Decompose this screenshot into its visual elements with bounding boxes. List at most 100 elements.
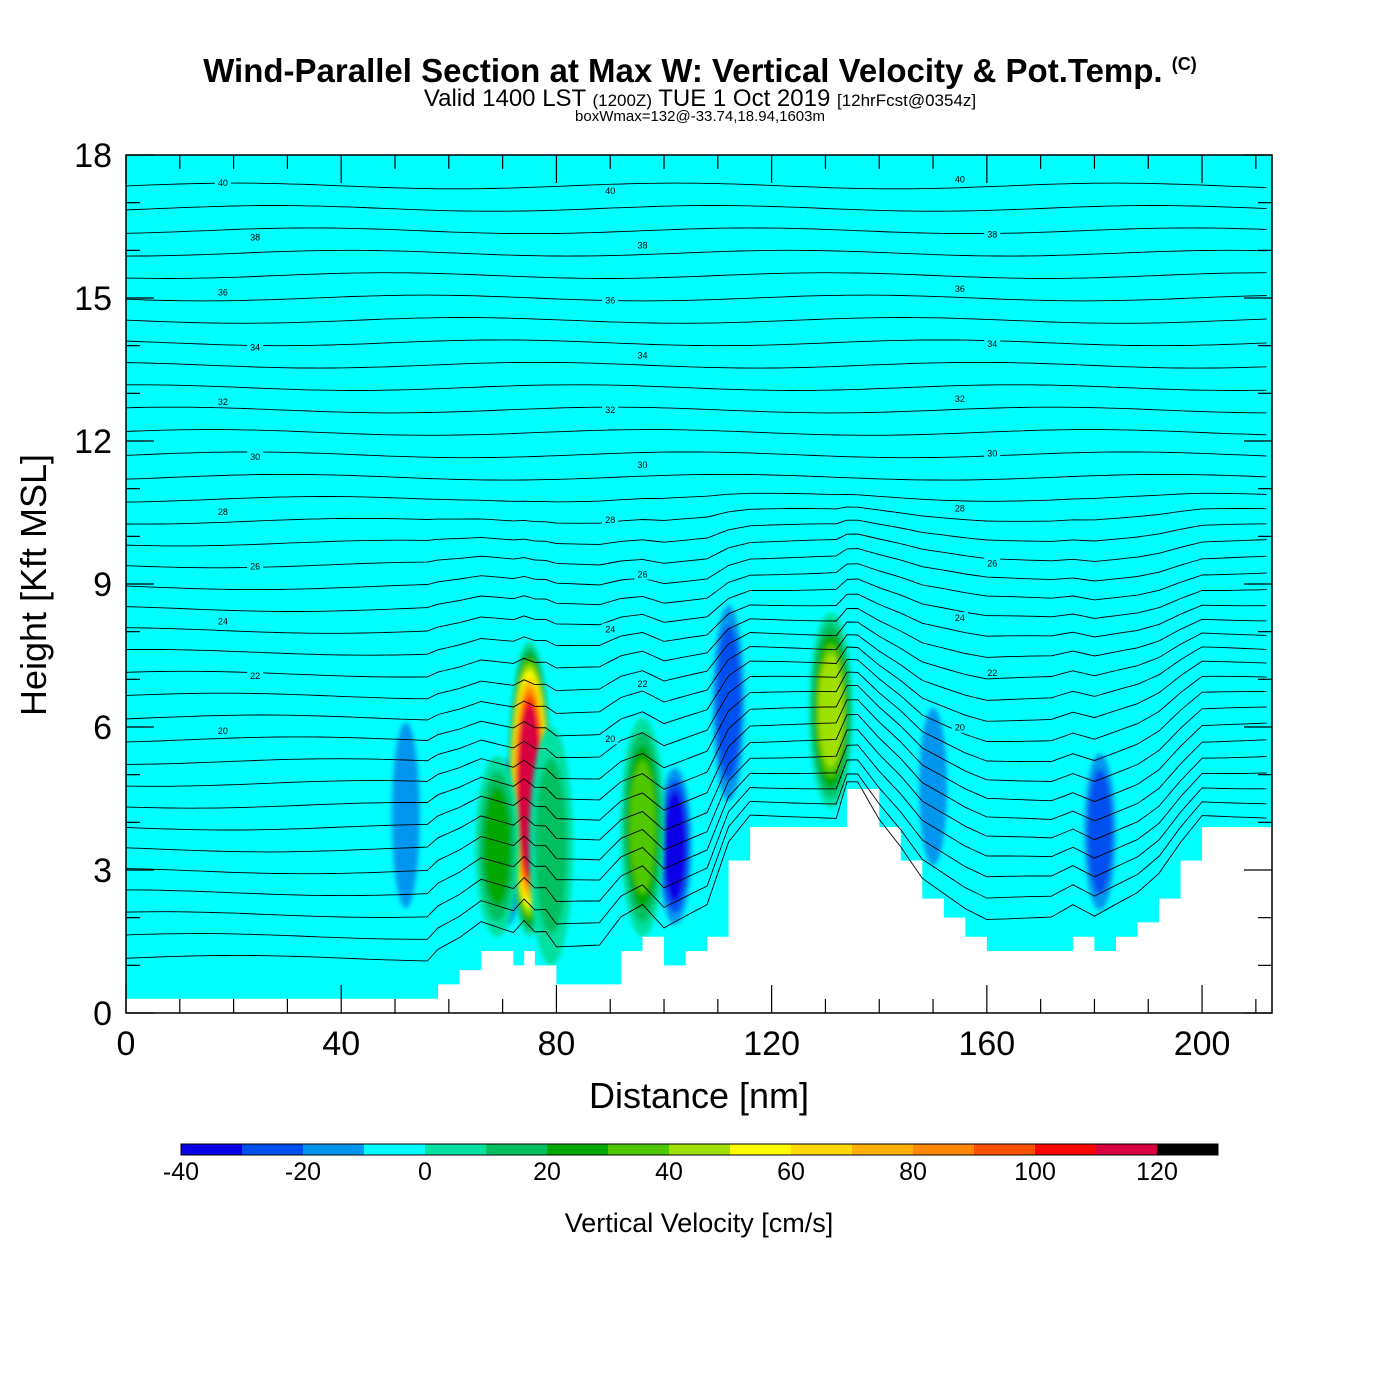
isentrope-label-bg [951, 283, 968, 295]
colorbar-swatch [669, 1144, 731, 1155]
isentrope-label-bg [602, 404, 619, 416]
downdraft-band [918, 707, 948, 866]
isentrope-label-bg [602, 184, 619, 196]
isentrope-line [126, 658, 1267, 765]
isentrope-label: 28 [218, 507, 228, 517]
colorbar-swatch [303, 1144, 365, 1155]
isentrope-label-bg [984, 447, 1001, 459]
isentrope-label: 22 [250, 671, 260, 681]
isentrope-line [126, 608, 1267, 678]
colorbar-swatch [1096, 1144, 1158, 1155]
isentrope-label-bg [984, 228, 1001, 240]
box-info: boxWmax=132@-33.74,18.94,1603m [575, 108, 825, 125]
isentrope-label: 38 [250, 233, 260, 243]
y-tick-label: 15 [74, 280, 112, 318]
isentrope-contours: 40 40 40 38 38 38 36 36 36 34 34 34 32 32 32 30 30 30 28 28… [126, 173, 1267, 962]
valid-prefix: Valid 1400 LST [423, 85, 586, 112]
isentrope-label: 24 [605, 624, 615, 634]
isentrope-line [126, 533, 1267, 569]
chart-title: Wind-Parallel Section at Max W: Vertical… [0, 52, 1400, 90]
updraft-core [475, 755, 520, 937]
colorbar-swatch [913, 1144, 975, 1155]
colorbar-frame [180, 1143, 1219, 1156]
isentrope-label: 24 [218, 616, 228, 626]
colorbar-swatch [852, 1144, 914, 1155]
isentrope-label: 26 [250, 562, 260, 572]
isentrope-label-bg [951, 173, 968, 185]
isentrope-label: 32 [955, 394, 965, 404]
y-axis-title: Height [Kft MSL] [13, 454, 54, 716]
isentrope-line [126, 621, 1267, 700]
isentrope-label-bg [951, 502, 968, 514]
isentrope-label: 28 [955, 503, 965, 513]
colorbar-swatch [791, 1144, 853, 1155]
isentrope-label-bg [247, 450, 264, 462]
isentrope-label-bg [247, 341, 264, 353]
terrain-layer [126, 788, 1272, 1013]
colorbar-swatch [730, 1144, 792, 1155]
isentrope-line [126, 646, 1267, 743]
isentrope-label-bg [634, 458, 651, 470]
x-axis-title: Distance [nm] [589, 1075, 809, 1116]
isentrope-label-bg [214, 396, 231, 408]
y-tick-label: 0 [93, 995, 112, 1033]
y-tick-label: 3 [93, 852, 112, 890]
isentrope-label: 30 [987, 449, 997, 459]
y-tick-label: 12 [74, 423, 112, 461]
isentrope-line [126, 294, 1267, 302]
isentrope-label-bg [984, 666, 1001, 678]
isentrope-line [126, 563, 1267, 612]
isentrope-label-bg [602, 513, 619, 525]
colorbar-tick-label: 0 [418, 1158, 432, 1186]
x-tick-label: 160 [958, 1025, 1015, 1063]
colorbar-tick-label: -20 [285, 1158, 321, 1186]
isentrope-line [126, 406, 1267, 414]
isentrope-label-bg [634, 568, 651, 580]
colorbar-swatch [486, 1144, 548, 1155]
updraft-band [818, 653, 843, 768]
updraft-band [483, 786, 512, 906]
isentrope-line [126, 205, 1267, 212]
isentrope-line [126, 744, 1267, 897]
forecast-info: [12hrFcst@0354z] [836, 91, 977, 110]
colorbar-swatch [608, 1144, 670, 1155]
isentrope-label: 36 [218, 288, 228, 298]
isentrope-label-bg [214, 615, 231, 627]
colorbar-swatch [242, 1144, 304, 1155]
isentrope-label: 20 [955, 723, 965, 733]
downdraft-band [391, 721, 421, 909]
isentrope-line [126, 339, 1267, 347]
x-tick-label: 40 [322, 1025, 360, 1063]
isentrope-line [126, 361, 1267, 369]
valid-utc: (1200Z) [592, 91, 652, 110]
isentrope-line [126, 671, 1267, 787]
colorbar-swatch [547, 1144, 609, 1155]
isentrope-line [126, 548, 1267, 591]
colorbar-swatch [1035, 1144, 1097, 1155]
isentrope-line [126, 429, 1267, 436]
y-tick-label: 6 [93, 709, 112, 747]
downdraft-core [1079, 736, 1120, 928]
isentrope-label: 26 [987, 558, 997, 568]
isentrope-label-bg [602, 733, 619, 745]
isentrope-label: 32 [605, 405, 615, 415]
isentrope-label: 34 [987, 339, 997, 349]
downdraft-core [385, 688, 426, 942]
isentrope-label: 22 [637, 679, 647, 689]
isentrope-line [126, 182, 1267, 190]
isentrope-label: 40 [955, 175, 965, 185]
downdraft-core [708, 584, 749, 823]
isentrope-line [126, 759, 1267, 918]
isentrope-label-bg [984, 557, 1001, 569]
colorbar-tick-label: 120 [1136, 1158, 1178, 1186]
isentrope-line [126, 519, 1267, 547]
isentrope-label: 38 [987, 229, 997, 239]
isentrope-label: 24 [955, 613, 965, 623]
vertical-velocity-field [126, 155, 1272, 1013]
isentrope-line [126, 699, 1267, 831]
isentrope-label-bg [634, 239, 651, 251]
isentrope-label-bg [602, 294, 619, 306]
isentrope-label-bg [247, 670, 264, 682]
isentrope-label: 40 [218, 178, 228, 188]
